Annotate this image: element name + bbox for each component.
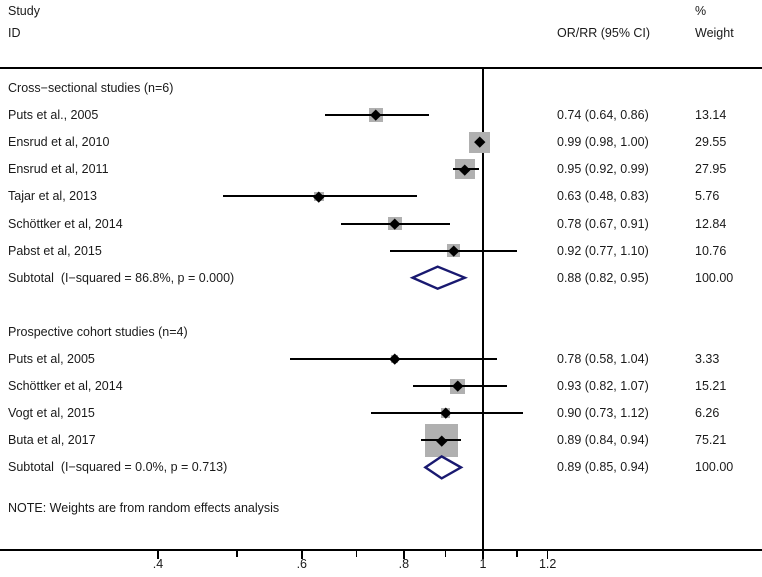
study-label: Schöttker et al, 2014 (8, 378, 123, 393)
axis-tick (403, 551, 405, 559)
or-ci-value: 0.93 (0.82, 1.07) (557, 378, 649, 393)
or-ci-value: 0.74 (0.64, 0.86) (557, 107, 649, 122)
weight-value: 3.33 (695, 351, 720, 366)
study-label: Tajar et al, 2013 (8, 189, 97, 204)
axis-tick (157, 551, 159, 559)
or-ci-value: 0.89 (0.84, 0.94) (557, 433, 649, 448)
or-ci-value: 0.92 (0.77, 1.10) (557, 243, 649, 258)
axis-tick-label: 1 (479, 557, 487, 571)
column-header-percent: % (695, 3, 707, 18)
study-label: Buta et al, 2017 (8, 433, 96, 448)
axis-tick-label: 1.2 (538, 557, 557, 571)
study-label: Puts et al., 2005 (8, 107, 99, 122)
axis-minor-tick (516, 551, 518, 557)
column-header-or-ci: OR/RR (95% CI) (557, 25, 651, 40)
weight-value: 15.21 (695, 378, 727, 393)
header-rule (0, 67, 762, 69)
subtotal-label: Subtotal (I−squared = 0.0%, p = 0.713) (8, 460, 228, 475)
weight-value: 29.55 (695, 134, 727, 149)
or-ci-value: 0.63 (0.48, 0.83) (557, 189, 649, 204)
study-label: Ensrud et al, 2011 (8, 162, 109, 177)
subtotal-label: Subtotal (I−squared = 86.8%, p = 0.000) (8, 270, 235, 285)
axis-tick (546, 551, 549, 559)
weight-value: 10.76 (695, 243, 727, 258)
axis-line (0, 549, 762, 551)
axis-minor-tick (355, 551, 358, 557)
weight-value: 75.21 (695, 433, 727, 448)
axis-tick-label: .8 (398, 557, 410, 571)
study-label: Ensrud et al, 2010 (8, 134, 110, 149)
group-header: Cross−sectional studies (n=6) (8, 80, 174, 95)
weight-value: 12.84 (695, 216, 727, 231)
study-label: Pabst et al, 2015 (8, 243, 102, 258)
weight-value: 6.26 (695, 405, 720, 420)
axis-minor-tick (444, 551, 447, 557)
subtotal-weight-value: 100.00 (695, 460, 734, 475)
or-ci-value: 0.78 (0.58, 1.04) (557, 351, 649, 366)
or-ci-value: 0.78 (0.67, 0.91) (557, 216, 649, 231)
subtotal-diamond (409, 265, 469, 291)
axis-tick-label: .6 (296, 557, 308, 571)
axis-minor-tick (236, 551, 238, 557)
weight-value: 5.76 (695, 189, 720, 204)
study-label: Vogt et al, 2015 (8, 405, 95, 420)
weight-value: 13.14 (695, 107, 727, 122)
reference-line (482, 68, 484, 549)
column-header-id: ID (8, 25, 21, 40)
subtotal-or-ci-value: 0.89 (0.85, 0.94) (557, 460, 649, 475)
note-text: NOTE: Weights are from random effects an… (8, 500, 280, 515)
or-ci-value: 0.95 (0.92, 0.99) (557, 162, 649, 177)
axis-tick (301, 551, 303, 559)
study-label: Schöttker et al, 2014 (8, 216, 123, 231)
subtotal-weight-value: 100.00 (695, 270, 734, 285)
study-label: Puts et al, 2005 (8, 351, 95, 366)
or-ci-value: 0.90 (0.73, 1.12) (557, 405, 649, 420)
axis-tick-label: .4 (152, 557, 164, 571)
column-header-weight: Weight (695, 25, 734, 40)
or-ci-value: 0.99 (0.98, 1.00) (557, 134, 649, 149)
group-header: Prospective cohort studies (n=4) (8, 324, 188, 339)
column-header-study: Study (8, 3, 40, 18)
axis-tick (482, 551, 484, 559)
subtotal-diamond (423, 454, 464, 480)
subtotal-or-ci-value: 0.88 (0.82, 0.95) (557, 270, 649, 285)
weight-value: 27.95 (695, 162, 727, 177)
